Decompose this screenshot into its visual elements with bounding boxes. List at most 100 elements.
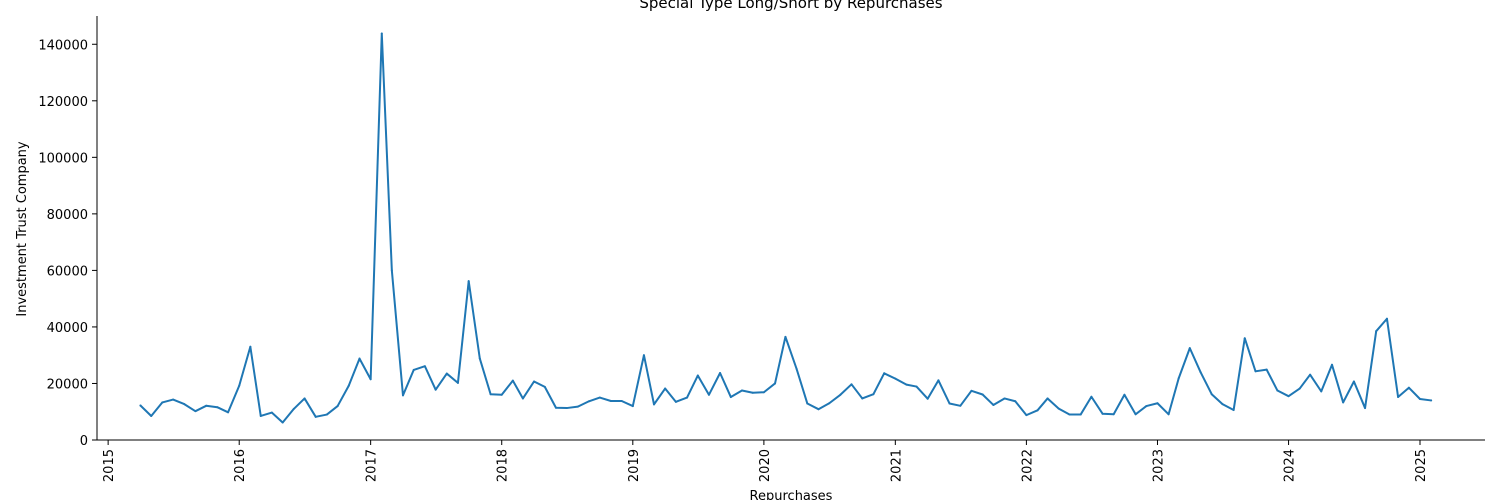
data-point xyxy=(227,411,230,414)
data-point xyxy=(249,345,252,348)
x-tick-label: 2020 xyxy=(758,449,773,482)
data-point xyxy=(1232,409,1235,412)
data-point xyxy=(489,393,492,396)
data-point xyxy=(380,32,383,35)
data-point xyxy=(554,406,557,409)
data-point xyxy=(1364,407,1367,410)
data-point xyxy=(1418,398,1421,401)
data-point xyxy=(533,380,536,383)
data-point xyxy=(281,421,284,424)
data-point xyxy=(948,402,951,405)
data-point xyxy=(609,399,612,402)
data-point xyxy=(850,383,853,386)
data-point xyxy=(1276,389,1279,392)
data-point xyxy=(1375,330,1378,333)
data-point xyxy=(774,382,777,385)
data-point xyxy=(1177,377,1180,380)
y-tick-label: 100000 xyxy=(38,151,88,166)
data-point xyxy=(905,383,908,386)
data-point xyxy=(412,368,415,371)
y-axis-ticks: 0 20000 40000 60000 80000 100000 120000 140000 xyxy=(38,38,97,449)
data-point xyxy=(1090,395,1093,398)
data-point xyxy=(1407,386,1410,389)
data-point xyxy=(1331,363,1334,366)
data-point xyxy=(970,389,973,392)
data-point xyxy=(674,400,677,403)
data-point xyxy=(238,384,241,387)
data-point xyxy=(1003,397,1006,400)
data-point xyxy=(194,410,197,413)
data-point xyxy=(456,381,459,384)
x-tick-label: 2023 xyxy=(1151,449,1166,482)
data-point xyxy=(1068,413,1071,416)
data-point xyxy=(259,414,262,417)
data-point xyxy=(751,391,754,394)
data-point xyxy=(1342,401,1345,404)
data-point xyxy=(1385,317,1388,320)
y-tick-label: 60000 xyxy=(47,264,88,279)
data-point xyxy=(576,405,579,408)
data-point xyxy=(1320,390,1323,393)
data-point xyxy=(817,408,820,411)
x-axis-title: Repurchases xyxy=(750,489,833,500)
data-point xyxy=(172,398,175,401)
data-point xyxy=(1298,387,1301,390)
data-point xyxy=(686,396,689,399)
data-point xyxy=(1188,347,1191,350)
y-axis-title: Investment Trust Company xyxy=(15,141,30,317)
series-points xyxy=(139,32,1433,424)
data-point xyxy=(150,414,153,417)
data-point xyxy=(347,384,350,387)
data-point xyxy=(358,357,361,360)
data-point xyxy=(1352,380,1355,383)
x-tick-label: 2022 xyxy=(1020,449,1035,482)
x-tick-label: 2016 xyxy=(233,449,248,482)
x-tick-label: 2018 xyxy=(496,449,511,482)
data-point xyxy=(216,406,219,409)
data-point xyxy=(161,401,164,404)
data-point xyxy=(1221,403,1224,406)
data-point xyxy=(543,385,546,388)
data-point xyxy=(959,404,962,407)
x-tick-label: 2021 xyxy=(889,449,904,482)
data-point xyxy=(784,335,787,338)
data-point xyxy=(937,379,940,382)
data-point xyxy=(696,374,699,377)
data-point xyxy=(1210,393,1213,396)
data-point xyxy=(1243,337,1246,340)
data-point xyxy=(839,393,842,396)
data-point xyxy=(434,388,437,391)
data-point xyxy=(1397,396,1400,399)
data-point xyxy=(183,403,186,406)
data-point xyxy=(292,407,295,410)
data-point xyxy=(915,385,918,388)
data-point xyxy=(1134,413,1137,416)
y-tick-label: 40000 xyxy=(47,321,88,336)
data-point xyxy=(1309,373,1312,376)
data-point xyxy=(423,365,426,368)
data-point xyxy=(861,397,864,400)
data-point xyxy=(325,413,328,416)
y-tick-label: 80000 xyxy=(47,208,88,223)
data-point xyxy=(631,405,634,408)
data-point xyxy=(762,391,765,394)
data-point xyxy=(270,411,273,414)
data-point xyxy=(369,378,372,381)
data-point xyxy=(500,393,503,396)
data-point xyxy=(1025,414,1028,417)
y-tick-label: 140000 xyxy=(38,38,88,53)
data-point xyxy=(336,405,339,408)
data-point xyxy=(314,415,317,418)
data-point xyxy=(1145,405,1148,408)
data-point xyxy=(390,269,393,272)
data-point xyxy=(1057,407,1060,410)
data-point xyxy=(1156,402,1159,405)
data-point xyxy=(740,389,743,392)
data-point xyxy=(1014,400,1017,403)
y-tick-label: 0 xyxy=(80,434,88,449)
series-line xyxy=(139,32,1433,424)
x-axis-ticks: 2015 2016 2017 2018 2019 2020 2021 2022 2023 2024… xyxy=(102,440,1429,482)
data-point xyxy=(806,402,809,405)
